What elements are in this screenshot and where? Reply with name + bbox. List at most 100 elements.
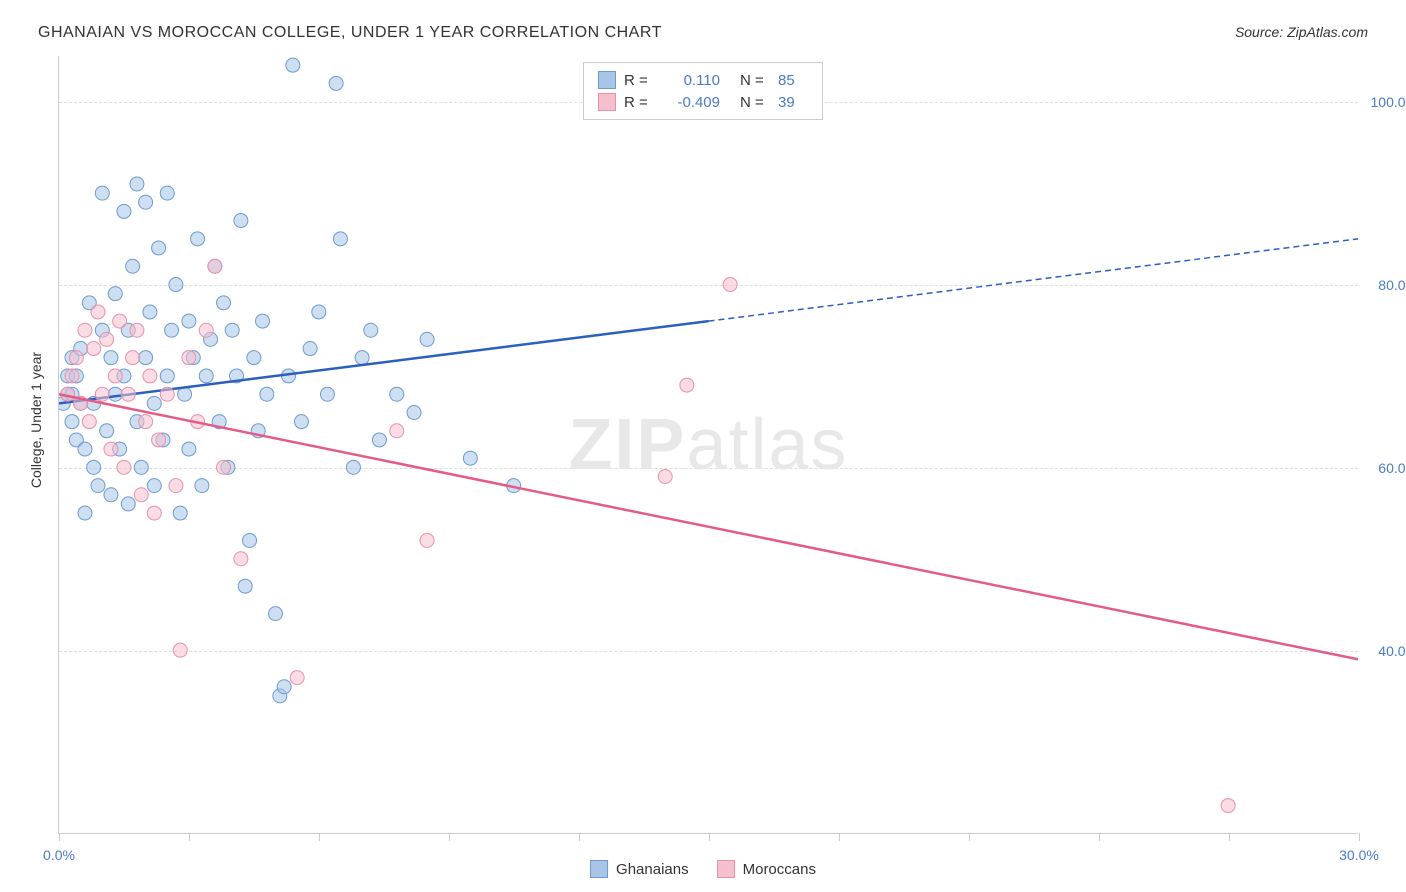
scatter-point (143, 369, 157, 383)
r-value-moroccans: -0.409 (660, 94, 720, 111)
scatter-point (225, 323, 239, 337)
scatter-point (182, 351, 196, 365)
scatter-point (147, 396, 161, 410)
scatter-point (143, 305, 157, 319)
scatter-point (191, 232, 205, 246)
scatter-point (95, 387, 109, 401)
scatter-point (104, 442, 118, 456)
scatter-point (152, 241, 166, 255)
legend-correlation: R = 0.110 N = 85 R = -0.409 N = 39 (583, 62, 823, 120)
scatter-point (117, 204, 131, 218)
scatter-point (91, 479, 105, 493)
scatter-point (108, 369, 122, 383)
scatter-point (312, 305, 326, 319)
scatter-point (658, 470, 672, 484)
legend-item-moroccans: Moroccans (717, 860, 816, 878)
scatter-point (95, 186, 109, 200)
scatter-point (78, 323, 92, 337)
scatter-point (173, 506, 187, 520)
legend-swatch-ghanaians (598, 71, 616, 89)
x-tick (969, 833, 970, 841)
scatter-point (113, 314, 127, 328)
scatter-point (333, 232, 347, 246)
plot-area: ZIPatlas 40.0%60.0%80.0%100.0%0.0%30.0% (58, 56, 1358, 834)
legend-swatch-ghanaians-bottom (590, 860, 608, 878)
scatter-point (195, 479, 209, 493)
scatter-point (130, 177, 144, 191)
y-axis-label: College, Under 1 year (28, 352, 44, 488)
x-tick-label: 30.0% (1339, 847, 1379, 863)
scatter-point (247, 351, 261, 365)
legend-swatch-moroccans-bottom (717, 860, 735, 878)
scatter-point (182, 442, 196, 456)
legend-row-moroccans: R = -0.409 N = 39 (598, 91, 808, 113)
scatter-point (355, 351, 369, 365)
scatter-point (126, 351, 140, 365)
legend-row-ghanaians: R = 0.110 N = 85 (598, 69, 808, 91)
scatter-point (160, 186, 174, 200)
scatter-point (108, 287, 122, 301)
legend-item-ghanaians: Ghanaians (590, 860, 689, 878)
scatter-point (286, 58, 300, 72)
scatter-point (78, 506, 92, 520)
legend-label-moroccans: Moroccans (743, 861, 816, 878)
n-value-moroccans: 39 (778, 94, 808, 111)
scatter-point (139, 415, 153, 429)
scatter-point (303, 342, 317, 356)
scatter-point (390, 387, 404, 401)
scatter-point (463, 451, 477, 465)
scatter-point (234, 552, 248, 566)
x-tick (449, 833, 450, 841)
scatter-point (256, 314, 270, 328)
scatter-point (147, 506, 161, 520)
chart-source: Source: ZipAtlas.com (1235, 24, 1368, 40)
scatter-point (147, 479, 161, 493)
scatter-point (217, 296, 231, 310)
scatter-point (139, 195, 153, 209)
plot-svg (59, 56, 1358, 833)
x-tick (709, 833, 710, 841)
scatter-point (87, 460, 101, 474)
x-tick (1359, 833, 1360, 841)
trendline-dash (709, 239, 1359, 321)
y-tick-label: 100.0% (1371, 94, 1406, 110)
y-tick-label: 60.0% (1378, 460, 1406, 476)
scatter-point (117, 460, 131, 474)
scatter-point (372, 433, 386, 447)
x-tick (839, 833, 840, 841)
r-label: R = (624, 72, 652, 89)
legend-series: Ghanaians Moroccans (590, 860, 816, 878)
scatter-point (217, 460, 231, 474)
scatter-point (238, 579, 252, 593)
scatter-point (91, 305, 105, 319)
scatter-point (100, 332, 114, 346)
scatter-point (100, 424, 114, 438)
scatter-point (723, 278, 737, 292)
scatter-point (78, 442, 92, 456)
y-tick-label: 80.0% (1378, 277, 1406, 293)
scatter-point (407, 406, 421, 420)
scatter-point (165, 323, 179, 337)
x-tick (1099, 833, 1100, 841)
trendline-solid (59, 394, 1358, 659)
scatter-point (199, 369, 213, 383)
scatter-point (169, 479, 183, 493)
chart-container: GHANAIAN VS MOROCCAN COLLEGE, UNDER 1 YE… (0, 0, 1406, 892)
r-value-ghanaians: 0.110 (660, 72, 720, 89)
scatter-point (1221, 799, 1235, 813)
scatter-point (108, 387, 122, 401)
scatter-point (121, 387, 135, 401)
scatter-point (329, 76, 343, 90)
x-tick (579, 833, 580, 841)
scatter-point (234, 214, 248, 228)
x-tick (189, 833, 190, 841)
scatter-point (243, 533, 257, 547)
chart-title: GHANAIAN VS MOROCCAN COLLEGE, UNDER 1 YE… (38, 24, 662, 42)
scatter-point (269, 607, 283, 621)
r-label: R = (624, 94, 652, 111)
scatter-point (121, 497, 135, 511)
scatter-point (420, 533, 434, 547)
scatter-point (346, 460, 360, 474)
x-tick (319, 833, 320, 841)
scatter-point (390, 424, 404, 438)
